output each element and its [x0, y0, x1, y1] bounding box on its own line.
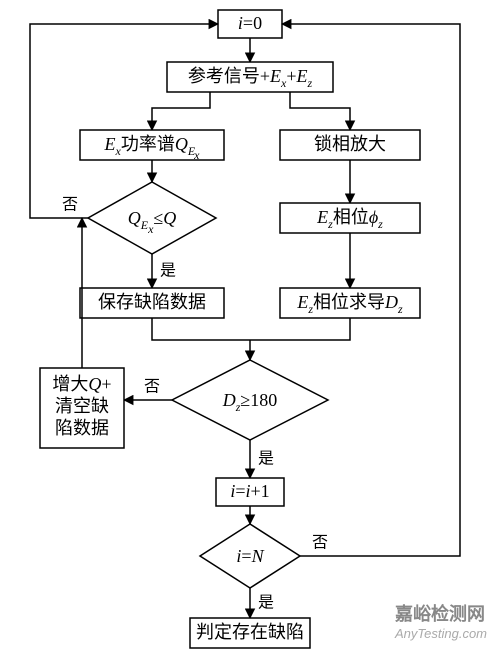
watermark-line1: 嘉峪检测网	[394, 603, 485, 624]
label-qcomp-yes: 是	[160, 263, 176, 280]
edge-qcomp-no-loop	[30, 24, 218, 218]
edge-save-merge	[152, 318, 250, 340]
label-start: i=0	[238, 13, 262, 33]
label-final: 判定存在缺陷	[196, 622, 304, 642]
label-ieqn-no: 否	[312, 535, 328, 552]
label-qcomp-no: 否	[62, 197, 78, 214]
flowchart-root: i=0 参考信号+Ex+Ez Ex功率谱QEx 锁相放大 QEx≤Q Ez相位ϕ…	[0, 0, 500, 661]
label-dz-no: 否	[144, 379, 160, 396]
label-inc-q-2: 清空缺	[55, 396, 109, 416]
watermark-line2: AnyTesting.com	[394, 626, 487, 641]
label-ieqn-yes: 是	[258, 595, 274, 612]
edge-ref-left	[152, 92, 210, 130]
edge-derive-merge	[250, 318, 350, 340]
label-i-inc: i=i+1	[230, 481, 269, 501]
node-q-compare	[88, 182, 216, 254]
label-save: 保存缺陷数据	[98, 292, 206, 312]
label-inc-q-3: 陷数据	[55, 418, 109, 438]
edge-ref-right	[290, 92, 350, 130]
label-dz-yes: 是	[258, 451, 274, 468]
label-lockin: 锁相放大	[314, 134, 386, 154]
label-i-eq-n: i=N	[236, 546, 264, 566]
label-inc-q-1: 增大Q+	[52, 374, 111, 394]
